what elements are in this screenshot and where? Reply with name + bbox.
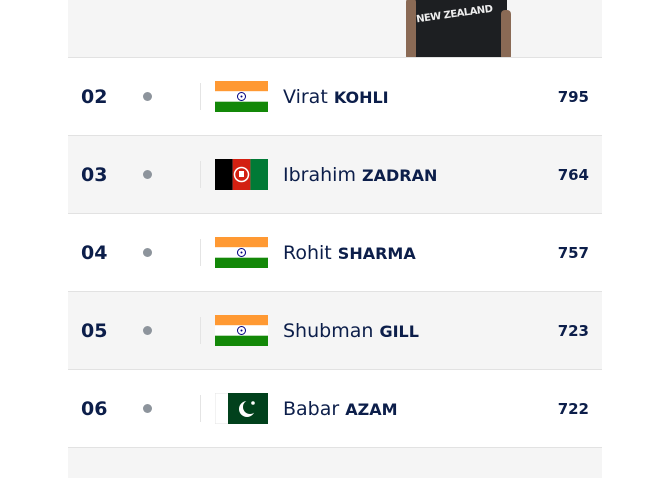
rankings-table: NEW ZEALAND 02 Virat KOHLI 795 03 Ibrahim… <box>68 0 602 478</box>
player-image: NEW ZEALAND <box>406 0 511 57</box>
first-name: Shubman <box>283 319 374 342</box>
last-name: AZAM <box>345 399 398 419</box>
rank: 02 <box>81 85 108 108</box>
divider <box>200 161 201 188</box>
divider <box>200 83 201 110</box>
no-change-dot-icon <box>143 92 152 101</box>
last-name: ZADRAN <box>362 165 438 185</box>
last-name: SHARMA <box>337 243 416 263</box>
no-change-dot-icon <box>143 248 152 257</box>
player-name[interactable]: Rohit SHARMA <box>283 242 416 264</box>
no-change-dot-icon <box>143 326 152 335</box>
divider <box>200 239 201 266</box>
rank: 05 <box>81 319 108 342</box>
rank: 03 <box>81 163 108 186</box>
divider <box>200 317 201 344</box>
india-flag-icon <box>215 237 268 268</box>
pakistan-flag-icon <box>215 393 268 424</box>
player-name[interactable]: Babar AZAM <box>283 398 398 420</box>
rating: 757 <box>557 243 589 262</box>
divider <box>200 395 201 422</box>
table-row[interactable]: 02 Virat KOHLI 795 <box>68 58 602 136</box>
player-name[interactable]: Shubman GILL <box>283 320 419 342</box>
table-row[interactable]: 03 Ibrahim ZADRAN 764 <box>68 136 602 214</box>
rating: 722 <box>557 399 589 418</box>
rating: 723 <box>557 321 589 340</box>
rank: 06 <box>81 397 108 420</box>
rank: 04 <box>81 241 108 264</box>
no-change-dot-icon <box>143 404 152 413</box>
rating: 795 <box>557 87 589 106</box>
last-name: GILL <box>379 321 419 341</box>
table-row[interactable]: 05 Shubman GILL 723 <box>68 292 602 370</box>
india-flag-icon <box>215 81 268 112</box>
no-change-dot-icon <box>143 170 152 179</box>
table-row[interactable]: 06 Babar AZAM 722 <box>68 370 602 448</box>
table-row[interactable]: 04 Rohit SHARMA 757 <box>68 214 602 292</box>
player-name[interactable]: Ibrahim ZADRAN <box>283 164 437 186</box>
last-name: KOHLI <box>333 87 389 107</box>
rating: 764 <box>557 165 589 184</box>
first-name: Babar <box>283 397 340 420</box>
jersey-text: NEW ZEALAND <box>415 3 494 26</box>
afghanistan-flag-icon <box>215 159 268 190</box>
top-player-card[interactable]: NEW ZEALAND <box>68 0 602 58</box>
first-name: Virat <box>283 85 328 108</box>
first-name: Rohit <box>283 241 332 264</box>
next-row <box>68 448 602 478</box>
first-name: Ibrahim <box>283 163 356 186</box>
player-name[interactable]: Virat KOHLI <box>283 86 389 108</box>
india-flag-icon <box>215 315 268 346</box>
